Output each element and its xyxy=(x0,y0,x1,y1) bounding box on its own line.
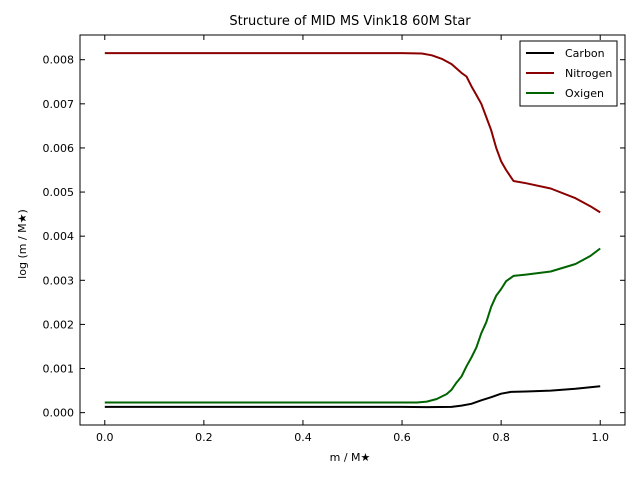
legend-label-nitrogen: Nitrogen xyxy=(565,67,612,80)
legend: Carbon Nitrogen Oxigen xyxy=(519,40,618,107)
plot-area: 0.0 0.2 0.4 0.6 0.8 1.0 0.000 0.001 0.002 0.003 0.… xyxy=(43,34,626,444)
y-tick-label: 0.000 xyxy=(43,407,75,420)
x-tick-label: 0.6 xyxy=(393,431,411,444)
y-tick-label: 0.005 xyxy=(43,186,75,199)
x-tick-label: 0.2 xyxy=(195,431,213,444)
x-axis-label: m / M★ xyxy=(330,451,371,464)
plot-frame xyxy=(79,34,626,426)
y-tick-label: 0.008 xyxy=(43,54,75,67)
legend-label-carbon: Carbon xyxy=(565,47,605,60)
x-tick-label: 1.0 xyxy=(591,431,609,444)
legend-label-oxigen: Oxigen xyxy=(565,87,604,100)
x-tick-label: 0.0 xyxy=(96,431,114,444)
x-tick-label: 0.8 xyxy=(492,431,510,444)
y-axis-label: log (m / M★) xyxy=(16,209,29,279)
series-line-oxigen xyxy=(104,247,601,404)
y-tick-label: 0.003 xyxy=(43,274,75,287)
y-tick-label: 0.004 xyxy=(43,230,75,243)
y-tick-label: 0.001 xyxy=(43,363,75,376)
chart-title: Structure of MID MS Vink18 60M Star xyxy=(229,14,471,29)
series-line-carbon xyxy=(104,385,601,409)
y-tick-label: 0.007 xyxy=(43,98,75,111)
x-tick-label: 0.4 xyxy=(294,431,312,444)
series-line-nitrogen xyxy=(104,52,601,214)
y-tick-label: 0.006 xyxy=(43,142,75,155)
y-tick-label: 0.002 xyxy=(43,318,75,331)
